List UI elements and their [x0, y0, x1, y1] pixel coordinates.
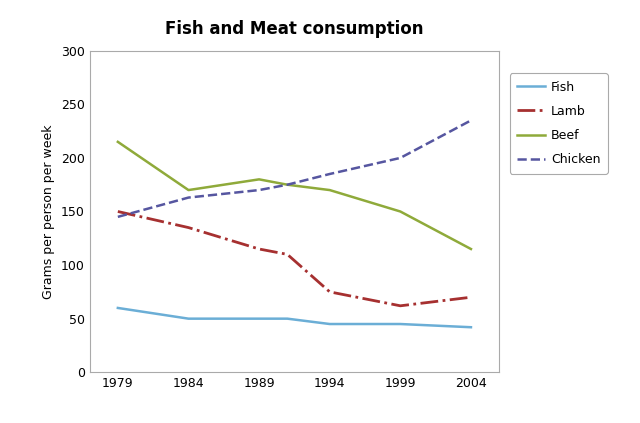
Y-axis label: Grams per person per week: Grams per person per week: [42, 124, 55, 299]
Title: Fish and Meat consumption: Fish and Meat consumption: [165, 20, 424, 38]
Legend: Fish, Lamb, Beef, Chicken: Fish, Lamb, Beef, Chicken: [509, 73, 608, 174]
